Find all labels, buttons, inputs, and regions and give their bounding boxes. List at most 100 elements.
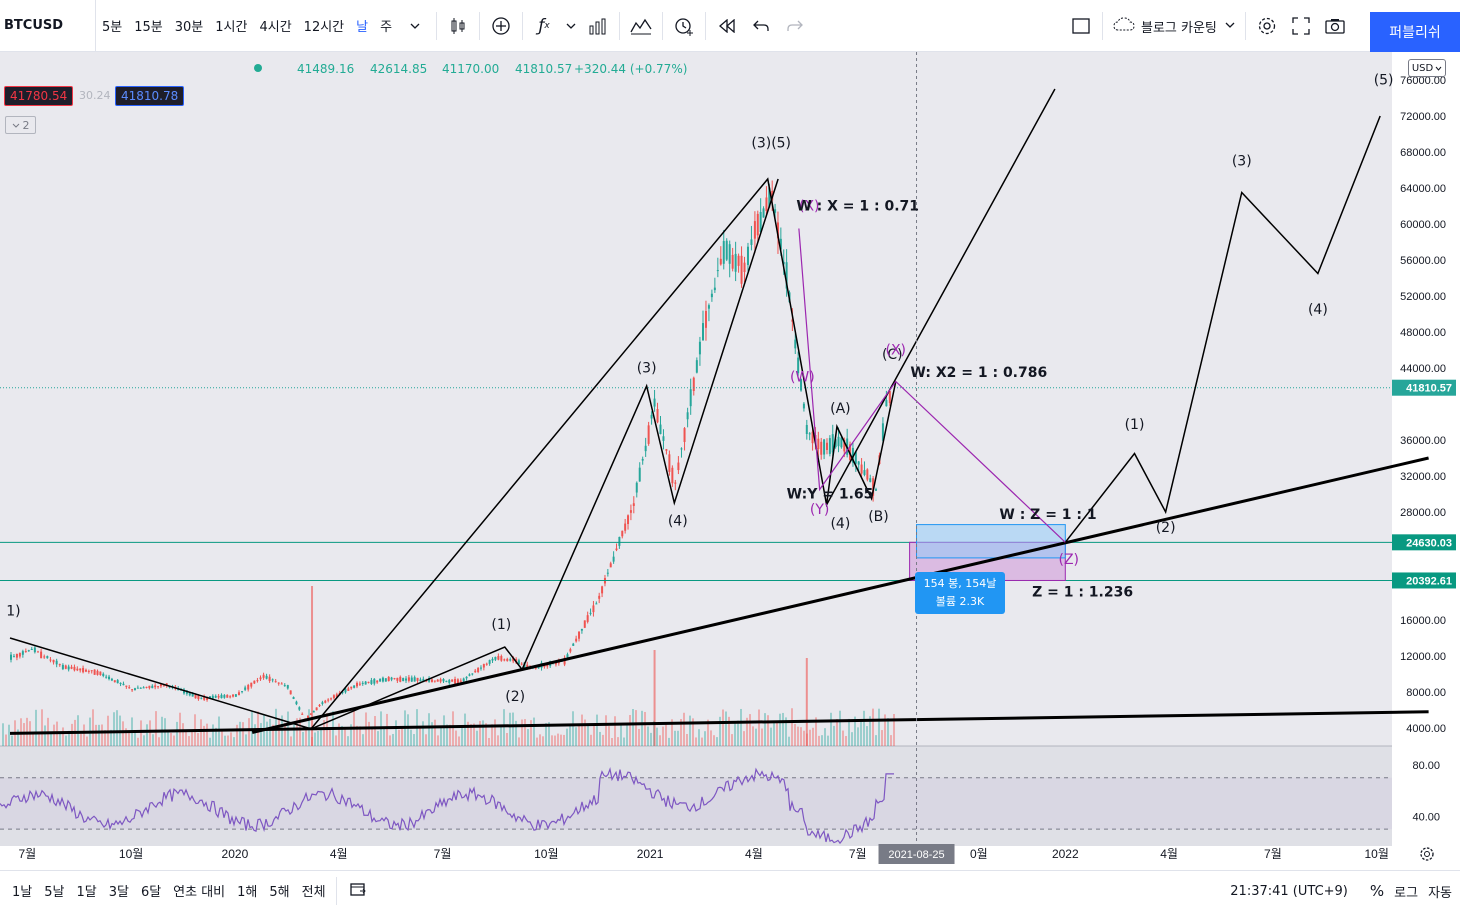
alert-icon[interactable] [667, 0, 701, 52]
candle-body [265, 675, 268, 679]
compare-add-icon[interactable] [484, 0, 518, 52]
candle-body [183, 689, 185, 694]
volume-bar [572, 711, 574, 746]
measure-volume-label: 볼륨 2.3K [935, 595, 985, 608]
candle-body [820, 441, 823, 455]
volume-bar [146, 724, 148, 746]
chevron-down-icon[interactable] [398, 0, 432, 52]
symbol-search-button[interactable]: BTCUSD [0, 0, 96, 52]
candle-body [10, 654, 12, 660]
settings-gear-icon[interactable] [1250, 0, 1284, 52]
wave-line-minor-impulse [310, 178, 779, 730]
volume-bar [368, 721, 370, 746]
ask-price-button[interactable]: 41810.78 [115, 86, 185, 106]
axis-settings-gear-icon[interactable] [1420, 847, 1434, 861]
volume-bar [173, 735, 175, 746]
volume-bar [575, 727, 577, 746]
range-button[interactable]: 전체 [301, 885, 326, 900]
volume-bar [239, 721, 241, 746]
chevron-down-icon [1225, 19, 1235, 34]
camera-icon[interactable] [1318, 0, 1352, 52]
chart-canvas[interactable]: 4000.00 8000.00 12000.00 16000.00 28000.00 32… [0, 52, 1460, 870]
bid-price-button[interactable]: 41780.54 [4, 86, 74, 106]
time-axis-label: 7월 [434, 847, 452, 861]
candle-body [624, 523, 627, 531]
candle-body [229, 696, 232, 698]
log-scale-toggle[interactable]: 로그 [1394, 885, 1419, 901]
currency-button[interactable]: USD [1408, 59, 1446, 77]
financials-icon[interactable] [581, 0, 615, 52]
volume-bar [458, 736, 460, 746]
interval-button[interactable]: 15분 [134, 20, 163, 35]
volume-bar [494, 719, 496, 746]
range-button[interactable]: 연초 대비 [173, 885, 226, 900]
templates-icon[interactable] [624, 0, 658, 52]
range-button[interactable]: 1날 [12, 885, 33, 900]
volume-bar [872, 708, 874, 746]
range-button[interactable]: 1해 [237, 885, 258, 900]
blue-zone-box [916, 524, 1066, 559]
candle-body [805, 424, 808, 434]
volume-bar [359, 726, 361, 746]
volume-bar [857, 727, 859, 746]
volume-bar [95, 724, 97, 746]
candle-body [863, 470, 866, 475]
candle-body [335, 694, 338, 698]
range-button[interactable]: 6달 [140, 885, 162, 900]
interval-button[interactable]: 1시간 [215, 20, 248, 35]
interval-button[interactable]: 30분 [174, 20, 204, 35]
range-button[interactable]: 5해 [269, 885, 290, 900]
publish-button[interactable]: 퍼블리쉬 [1370, 12, 1460, 52]
date-range-icon[interactable] [341, 881, 375, 901]
candle-body [765, 197, 768, 211]
range-group: 1날 5날 1달 3달 6달 연초 대비 1해 5해 전체 [0, 881, 332, 900]
range-button[interactable]: 3달 [108, 885, 129, 900]
auto-scale-toggle[interactable]: 자동 [1428, 885, 1452, 901]
crosshair-date-background [878, 844, 955, 864]
toolbar-divider [522, 11, 524, 40]
volume-bar [317, 731, 319, 746]
candlestick-type-icon[interactable] [441, 0, 475, 52]
replay-icon[interactable] [710, 0, 744, 52]
volume-bar [590, 734, 592, 746]
candle-body [811, 431, 814, 444]
volume-bar [233, 737, 235, 746]
interval-button[interactable]: 5분 [102, 20, 123, 35]
candle-body [569, 649, 572, 652]
candle-body [24, 651, 27, 653]
candle-body [214, 695, 217, 698]
volume-bar [773, 721, 775, 746]
layout-select-icon[interactable] [1064, 0, 1098, 52]
clock-time[interactable]: 21:37:41 (UTC+9) [1230, 883, 1348, 899]
candle-body [370, 680, 373, 684]
price-axis-label: 4000.00 [1406, 723, 1446, 735]
price-axis-label: 8000.00 [1406, 687, 1446, 699]
candle-body [785, 262, 788, 289]
volume-bar [113, 712, 115, 746]
layout-name-button[interactable]: 블로그 카운팅 [1107, 0, 1241, 52]
volume-bar [614, 716, 616, 746]
volume-bar [254, 724, 256, 746]
redo-icon[interactable] [778, 0, 812, 52]
volume-bar [191, 731, 193, 746]
indicator-toggle-button[interactable]: 2 [5, 116, 36, 134]
interval-button[interactable]: 주 [380, 20, 393, 35]
volume-bar [425, 734, 427, 746]
interval-button[interactable]: 4시간 [259, 20, 292, 35]
volume-bar [209, 737, 211, 746]
chart-pane[interactable]: 4000.00 8000.00 12000.00 16000.00 28000.00 32… [0, 52, 1460, 870]
toolbar-divider [662, 11, 664, 40]
candle-body [477, 668, 480, 672]
candle-body [459, 680, 462, 682]
chevron-down-icon[interactable] [561, 0, 581, 52]
volume-bar [863, 710, 865, 746]
interval-button[interactable]: 날 [356, 20, 369, 35]
fullscreen-icon[interactable] [1284, 0, 1318, 52]
range-button[interactable]: 5날 [44, 885, 65, 900]
percent-scale-toggle[interactable]: % [1369, 882, 1385, 900]
range-button[interactable]: 1달 [76, 885, 97, 900]
candle-body [384, 678, 387, 682]
undo-icon[interactable] [744, 0, 778, 52]
interval-button[interactable]: 12시간 [303, 20, 345, 35]
